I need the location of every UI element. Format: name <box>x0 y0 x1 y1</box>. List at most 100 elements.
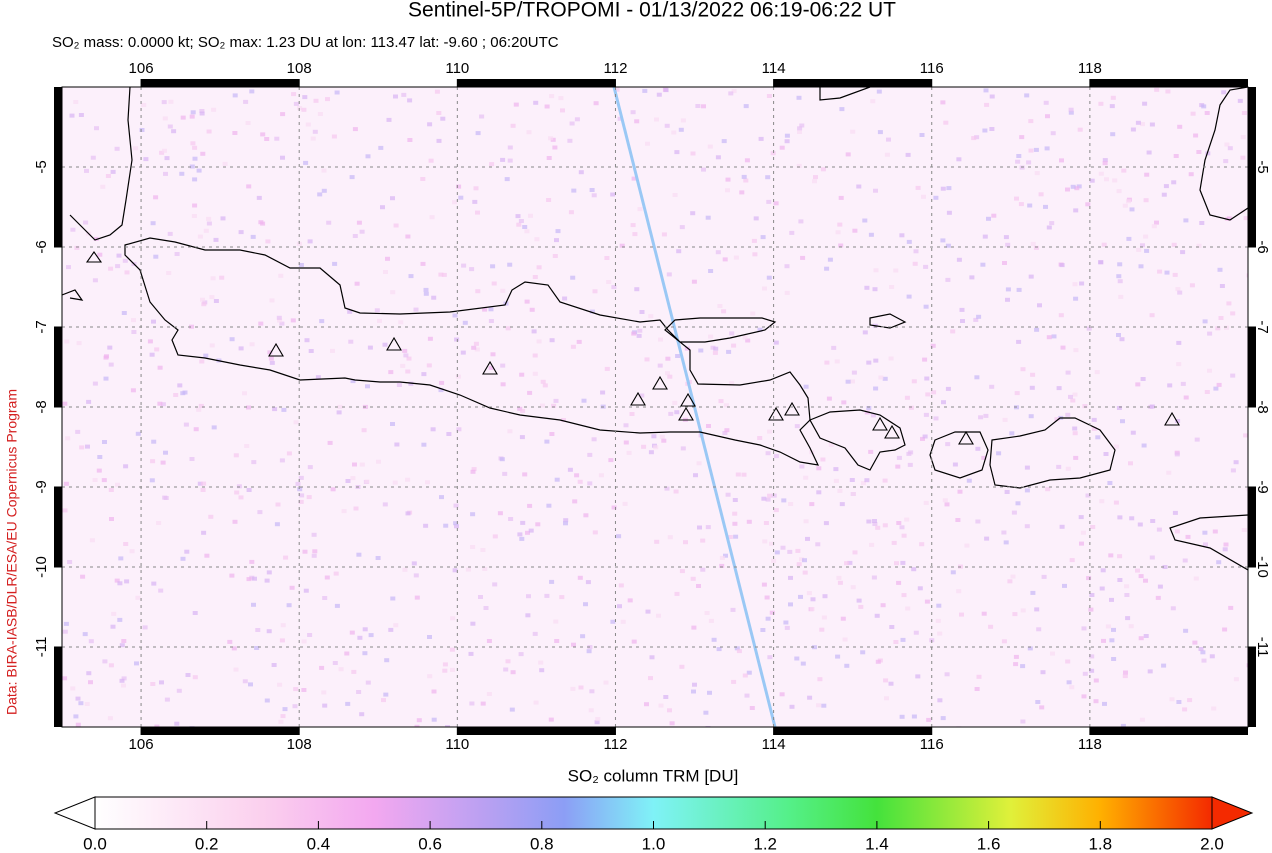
noise-cell <box>861 481 866 486</box>
noise-cell <box>336 410 342 415</box>
noise-cell <box>901 593 907 598</box>
noise-cell <box>576 339 582 344</box>
noise-cell <box>531 329 537 334</box>
noise-cell <box>1016 339 1022 344</box>
noise-cell <box>788 575 793 580</box>
noise-cell <box>734 646 740 651</box>
noise-cell <box>1183 395 1189 400</box>
noise-cell <box>904 395 910 400</box>
noise-cell <box>1156 527 1162 532</box>
noise-cell <box>860 650 866 655</box>
noise-cell <box>1090 525 1096 529</box>
noise-cell <box>258 321 264 326</box>
noise-cell <box>988 624 994 629</box>
noise-cell <box>321 690 327 695</box>
noise-cell <box>427 336 433 341</box>
noise-cell <box>66 265 71 270</box>
noise-cell <box>443 523 449 528</box>
noise-cell <box>505 659 511 664</box>
noise-cell <box>490 352 496 357</box>
noise-cell <box>1141 443 1147 448</box>
noise-cell <box>486 692 492 696</box>
noise-cell <box>719 563 725 568</box>
noise-cell <box>894 561 899 566</box>
noise-cell <box>83 220 89 225</box>
noise-cell <box>242 679 248 684</box>
noise-cell <box>290 318 296 323</box>
noise-cell <box>1089 654 1095 659</box>
noise-cell <box>1050 651 1055 656</box>
noise-cell <box>243 99 249 104</box>
noise-cell <box>802 558 807 563</box>
noise-cell <box>727 535 733 539</box>
noise-cell <box>390 422 395 426</box>
noise-cell <box>765 497 771 502</box>
noise-cell <box>1072 282 1078 287</box>
noise-cell <box>245 121 251 125</box>
noise-cell <box>658 703 664 708</box>
noise-cell <box>1241 111 1247 115</box>
noise-cell <box>96 468 102 473</box>
noise-cell <box>123 542 129 546</box>
noise-cell <box>1218 316 1224 320</box>
noise-cell <box>1155 595 1161 600</box>
noise-cell <box>293 687 299 692</box>
noise-cell <box>896 580 902 585</box>
noise-cell <box>1111 627 1116 632</box>
colorbar-tick-label: 0.8 <box>530 834 554 853</box>
noise-cell <box>667 708 672 713</box>
noise-cell <box>1164 270 1170 275</box>
noise-cell <box>631 331 637 336</box>
noise-cell <box>800 255 806 260</box>
noise-cell <box>838 195 844 200</box>
noise-cell <box>674 591 680 596</box>
noise-cell <box>1056 386 1062 391</box>
noise-cell <box>645 141 650 146</box>
noise-cell <box>1001 639 1007 644</box>
noise-cell <box>815 542 821 547</box>
noise-cell <box>1223 159 1229 164</box>
noise-cell <box>534 237 540 242</box>
noise-cell <box>517 406 523 411</box>
noise-cell <box>312 129 318 134</box>
noise-cell <box>388 370 394 375</box>
noise-cell <box>200 488 206 492</box>
noise-cell <box>558 96 564 101</box>
noise-cell <box>189 324 194 329</box>
noise-cell <box>614 87 620 92</box>
noise-cell <box>305 122 311 127</box>
noise-cell <box>510 670 516 675</box>
noise-cell <box>108 488 114 492</box>
noise-cell <box>710 345 716 350</box>
noise-cell <box>701 104 706 109</box>
noise-cell <box>724 428 730 433</box>
noise-cell <box>293 101 299 106</box>
noise-cell <box>1143 198 1149 203</box>
noise-cell <box>554 639 560 643</box>
noise-cell <box>944 502 950 507</box>
noise-cell <box>741 472 747 477</box>
x-tick-label: 118 <box>1078 736 1102 753</box>
noise-cell <box>945 277 951 282</box>
y-tick-label: -8 <box>1254 400 1271 413</box>
noise-cell <box>274 522 280 527</box>
noise-cell <box>850 129 856 134</box>
noise-cell <box>114 146 120 151</box>
noise-cell <box>840 616 846 621</box>
noise-cell <box>1028 414 1034 419</box>
noise-cell <box>142 625 148 630</box>
noise-cell <box>1213 386 1219 391</box>
noise-cell <box>1044 146 1050 151</box>
noise-cell <box>653 445 659 450</box>
noise-cell <box>981 611 987 616</box>
noise-cell <box>92 478 98 482</box>
noise-cell <box>107 716 113 721</box>
noise-cell <box>256 195 262 200</box>
title: Sentinel-5P/TROPOMI - 01/13/2022 06:19-0… <box>408 0 896 22</box>
noise-cell <box>492 534 498 539</box>
noise-cell <box>62 401 68 406</box>
noise-cell <box>1013 654 1019 659</box>
noise-cell <box>870 99 876 104</box>
noise-cell <box>871 575 877 580</box>
noise-cell <box>78 701 84 706</box>
